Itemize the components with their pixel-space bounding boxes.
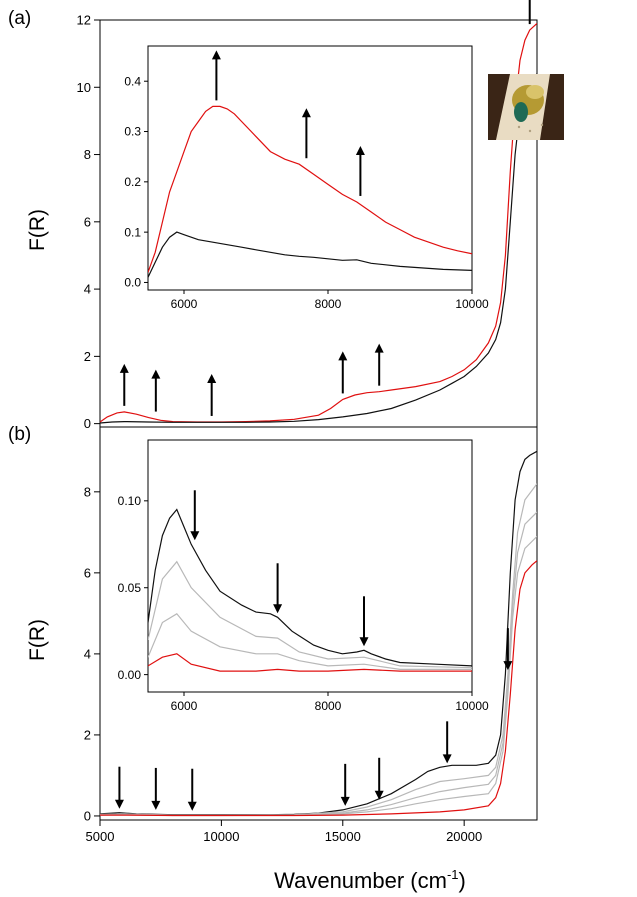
change-arrow-head xyxy=(207,373,217,383)
y-tick-label: 0.3 xyxy=(124,125,141,139)
series-line-3 xyxy=(148,653,472,672)
series-line-1 xyxy=(100,73,537,424)
y-tick-label: 0.05 xyxy=(118,581,142,595)
panel-a-inset: 0.0 0.1 0.2 0.3 0.4 6000 8000 10000 xyxy=(124,45,489,311)
change-arrow-head xyxy=(190,531,200,541)
series-line-4 xyxy=(100,560,537,817)
x-tick-label: 10000 xyxy=(455,699,489,713)
y-tick-label: 4 xyxy=(84,282,91,297)
x-tick-label: 5000 xyxy=(86,829,115,844)
series-line-1 xyxy=(148,560,472,669)
x-tick-label: 10000 xyxy=(455,297,489,311)
change-arrow-head xyxy=(355,145,365,155)
change-arrow-head xyxy=(187,801,197,811)
series-line-0 xyxy=(148,508,472,667)
y-tick-label: 0.2 xyxy=(124,175,141,189)
y-tick-label: 0.0 xyxy=(124,276,141,290)
series-line-0 xyxy=(100,22,537,423)
panel-b-inset: 0.00 0.05 0.10 6000 8000 10000 xyxy=(118,439,489,713)
y-tick-label: 0.00 xyxy=(118,668,142,682)
x-tick-label: 8000 xyxy=(315,699,342,713)
series-line-1 xyxy=(148,231,472,278)
change-arrow-head xyxy=(503,661,513,671)
x-tick-label: 8000 xyxy=(315,297,342,311)
y-tick-label: 0.4 xyxy=(124,74,141,88)
panel-label-b: (b) xyxy=(8,424,31,445)
plot-frame xyxy=(147,439,473,693)
plot-frame xyxy=(147,45,473,291)
y-tick-label: 2 xyxy=(84,349,91,364)
x-tick-label: 15000 xyxy=(325,829,361,844)
change-arrow-head xyxy=(151,369,161,379)
x-axis-label: Wavenumber (cm-1) xyxy=(274,867,466,893)
y-axis-label-b: F(R) xyxy=(26,619,49,661)
change-arrow-head xyxy=(301,108,311,118)
change-arrow-head xyxy=(442,754,452,764)
change-arrow-head xyxy=(340,796,350,806)
sample-photo xyxy=(488,74,564,140)
change-arrow-head xyxy=(338,351,348,361)
x-tick-label: 6000 xyxy=(171,297,198,311)
series-line-2 xyxy=(148,613,472,670)
y-tick-label: 12 xyxy=(77,13,91,28)
change-arrow-head xyxy=(374,790,384,800)
change-arrow-head xyxy=(211,50,221,60)
x-tick-label: 6000 xyxy=(171,699,198,713)
change-arrow-head xyxy=(359,637,369,647)
x-axis-label-close: ) xyxy=(459,868,466,893)
x-axis-label-sup: -1 xyxy=(447,867,459,882)
change-arrow-head xyxy=(273,604,283,614)
change-arrow-head xyxy=(114,799,124,809)
y-tick-label: 6 xyxy=(84,565,91,580)
y-tick-label: 2 xyxy=(84,727,91,742)
y-tick-label: 8 xyxy=(84,484,91,499)
y-tick-label: 0.10 xyxy=(118,494,142,508)
y-tick-label: 0 xyxy=(84,416,91,431)
panel-label-a: (a) xyxy=(8,8,31,29)
y-tick-label: 6 xyxy=(84,214,91,229)
change-arrow-head xyxy=(151,800,161,810)
y-tick-label: 0 xyxy=(84,808,91,823)
series-line-0 xyxy=(148,105,472,273)
y-tick-label: 10 xyxy=(77,80,91,95)
x-axis-label-main: Wavenumber (cm xyxy=(274,868,447,893)
change-arrow-head xyxy=(374,343,384,353)
y-tick-label: 0.1 xyxy=(124,225,141,239)
x-tick-label: 20000 xyxy=(446,829,482,844)
change-arrow-head xyxy=(119,363,129,373)
y-tick-label: 4 xyxy=(84,646,91,661)
y-axis-label-a: F(R) xyxy=(26,209,49,251)
y-tick-label: 8 xyxy=(84,147,91,162)
x-tick-label: 10000 xyxy=(203,829,239,844)
